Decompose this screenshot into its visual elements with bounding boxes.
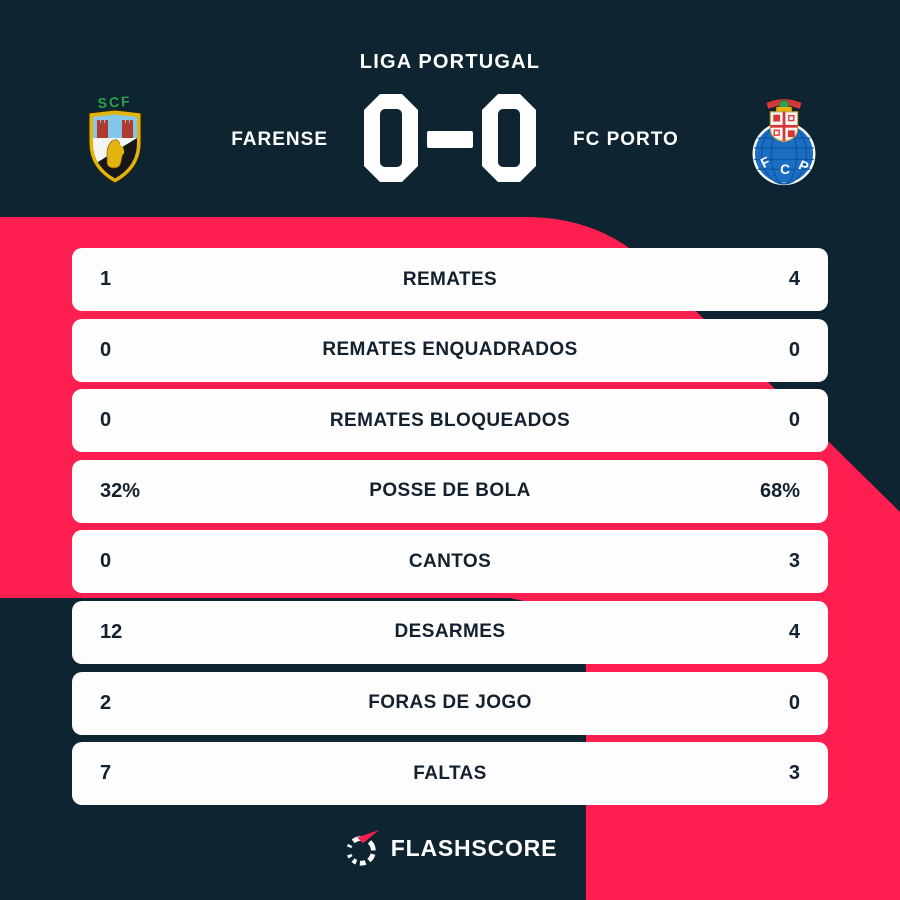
farense-crest-icon: SCF (88, 93, 142, 184)
stat-away-value: 4 (788, 620, 800, 643)
score-digit (364, 94, 418, 182)
stat-row: 0 REMATES BLOQUEADOS 0 (72, 389, 828, 453)
stat-home-value: 32% (100, 479, 141, 502)
score-dash (427, 130, 473, 148)
stat-label: REMATES (402, 268, 498, 290)
stat-row: 0 CANTOS 3 (72, 530, 828, 594)
stat-away-value: 0 (788, 338, 800, 361)
stat-label: DESARMES (394, 621, 506, 643)
stats-list: 1 REMATES 4 0 REMATES ENQUADRADOS 0 0 RE… (72, 248, 828, 806)
fc-porto-crest-icon: F C P (752, 99, 816, 186)
flashscore-brand: FLASHSCORE (0, 826, 900, 870)
stat-home-value: 0 (100, 338, 112, 361)
stat-row: 0 REMATES ENQUADRADOS 0 (72, 318, 828, 382)
stat-label: FORAS DE JOGO (368, 692, 532, 714)
stat-away-value: 3 (788, 762, 800, 785)
stat-label: CANTOS (408, 550, 492, 572)
stat-row: 7 FALTAS 3 (72, 742, 828, 806)
stat-label: REMATES ENQUADRADOS (322, 339, 578, 361)
farense-crest-monogram: SCF (97, 93, 132, 111)
stat-home-value: 7 (100, 762, 112, 785)
stat-away-value: 3 (788, 550, 800, 573)
competition-title: LIGA PORTUGAL (359, 51, 541, 73)
stat-row: 32% POSSE DE BOLA 68% (72, 459, 828, 523)
brand-wordmark: FLASHSCORE (390, 834, 558, 861)
stat-label: REMATES BLOQUEADOS (329, 409, 571, 431)
stat-home-value: 1 (100, 268, 112, 290)
stat-away-value: 0 (788, 409, 800, 432)
score-digit (482, 94, 536, 182)
stat-home-value: 12 (100, 620, 123, 643)
stat-away-value: 0 (788, 691, 800, 714)
stat-row: 2 FORAS DE JOGO 0 (72, 671, 828, 735)
stat-row: 12 DESARMES 4 (72, 600, 828, 664)
flashscore-ring-icon (346, 829, 379, 866)
score-value (0, 94, 900, 184)
stat-away-value: 4 (788, 268, 800, 290)
stat-away-value: 68% (759, 479, 800, 502)
stat-home-value: 0 (100, 550, 112, 573)
stat-label: POSSE DE BOLA (369, 480, 531, 502)
stat-label: FALTAS (413, 762, 487, 784)
stat-row: 1 REMATES 4 (72, 248, 828, 311)
stat-home-value: 2 (100, 691, 112, 714)
stat-home-value: 0 (100, 409, 112, 432)
away-team-name: FC PORTO (573, 129, 679, 150)
home-team-name: FARENSE (231, 129, 328, 150)
porto-letter-c: C (780, 162, 790, 177)
